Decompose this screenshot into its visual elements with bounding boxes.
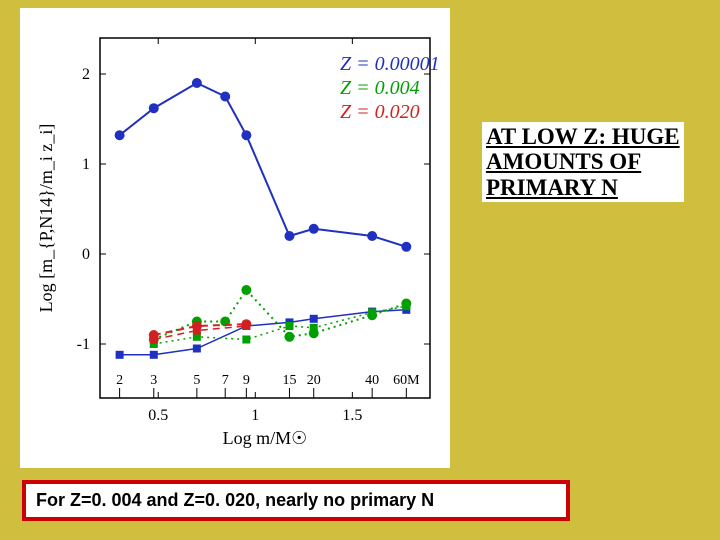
series-marker bbox=[149, 103, 159, 113]
annotation-low-z: AT LOW Z: HUGEAMOUNTS OFPRIMARY N bbox=[482, 122, 684, 202]
series-marker bbox=[193, 327, 201, 335]
series-line bbox=[120, 310, 407, 355]
mass-tick-label: 20 bbox=[307, 373, 321, 388]
series-marker bbox=[115, 130, 125, 140]
x-tick-label: 1 bbox=[251, 407, 259, 424]
x-tick-label: 1.5 bbox=[342, 407, 362, 424]
legend-entry: Z = 0.020 bbox=[340, 101, 420, 123]
mass-tick-label: 60M bbox=[393, 373, 420, 388]
mass-tick-label: 3 bbox=[150, 373, 157, 388]
mass-tick-label: 2 bbox=[116, 373, 123, 388]
legend-entry: Z = 0.00001 bbox=[340, 53, 440, 75]
x-axis-label: Log m/M☉ bbox=[223, 428, 308, 448]
mass-tick-label: 40 bbox=[365, 373, 379, 388]
mass-tick-label: 5 bbox=[193, 373, 200, 388]
annotation-line: PRIMARY N bbox=[486, 175, 680, 200]
series-marker bbox=[220, 92, 230, 102]
annotation-line: AMOUNTS OF bbox=[486, 149, 680, 174]
y-tick-label: 0 bbox=[82, 246, 90, 263]
series-marker bbox=[285, 322, 293, 330]
series-marker bbox=[310, 324, 318, 332]
series-marker bbox=[284, 231, 294, 241]
series-marker bbox=[368, 309, 376, 317]
series-marker bbox=[401, 242, 411, 252]
mass-tick-label: 9 bbox=[243, 373, 250, 388]
series-marker bbox=[241, 130, 251, 140]
y-tick-label: -1 bbox=[77, 336, 90, 353]
series-marker bbox=[192, 78, 202, 88]
mass-tick-label: 15 bbox=[282, 373, 296, 388]
series-marker bbox=[242, 336, 250, 344]
caption-box: For Z=0. 004 and Z=0. 020, nearly no pri… bbox=[22, 480, 570, 521]
chart-panel: -1 0 1 2 0.5 1 1.5 2 3 5 79 15 20 40 60M Log m/M☉ Log [m… bbox=[20, 8, 450, 468]
legend-entry: Z = 0.004 bbox=[340, 77, 420, 99]
series-marker bbox=[193, 345, 201, 353]
y-axis-label: Log [m_{P,N14}/m_i z_i] bbox=[36, 124, 56, 313]
annotation-line: AT LOW Z: HUGE bbox=[486, 124, 680, 149]
x-tick-label: 0.5 bbox=[148, 407, 168, 424]
series-marker bbox=[241, 285, 251, 295]
series-marker bbox=[150, 336, 158, 344]
y-tick-label: 1 bbox=[82, 156, 90, 173]
series-marker bbox=[367, 231, 377, 241]
series-marker bbox=[402, 302, 410, 310]
caption-text: For Z=0. 004 and Z=0. 020, nearly no pri… bbox=[36, 490, 434, 510]
series-marker bbox=[150, 351, 158, 359]
series-marker bbox=[284, 332, 294, 342]
mass-tick-label: 7 bbox=[222, 373, 229, 388]
chart-svg: -1 0 1 2 0.5 1 1.5 2 3 5 79 15 20 40 60M Log m/M☉ Log [m… bbox=[20, 8, 450, 468]
series-marker bbox=[309, 224, 319, 234]
series-marker bbox=[116, 351, 124, 359]
series-marker bbox=[310, 315, 318, 323]
y-tick-label: 2 bbox=[82, 66, 90, 83]
series-marker bbox=[242, 322, 250, 330]
